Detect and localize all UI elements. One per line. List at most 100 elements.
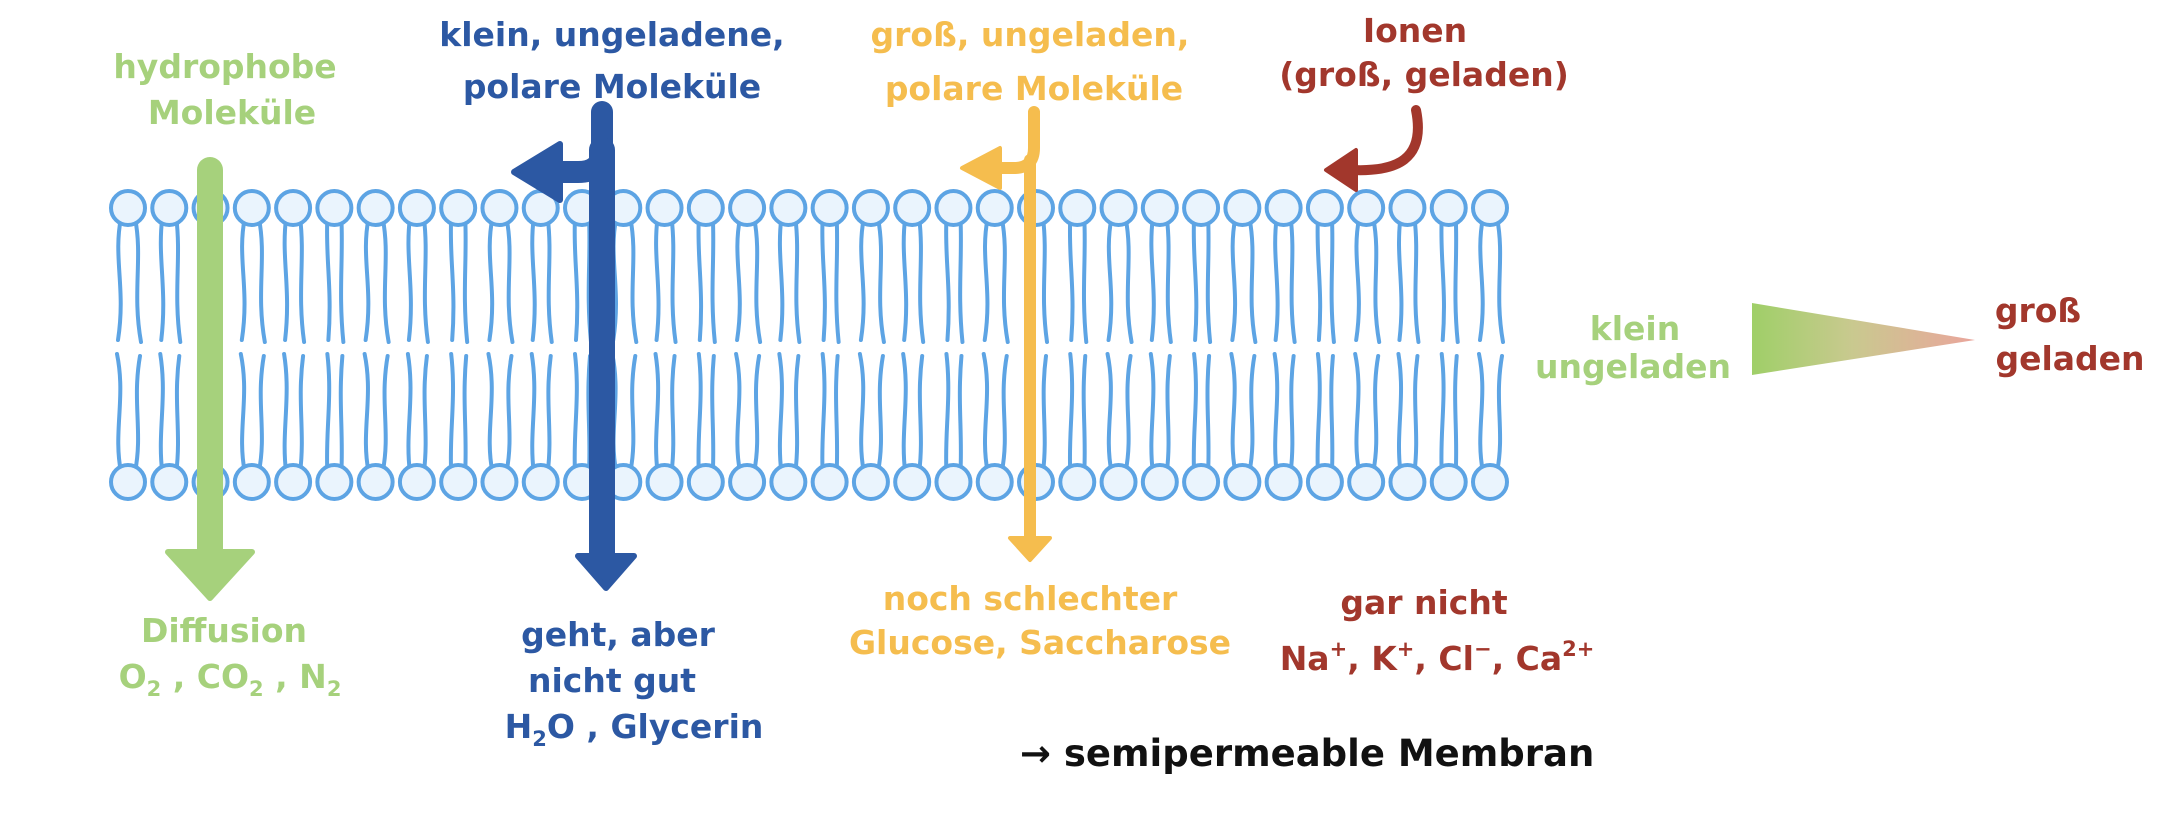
geht-label-line1: geht, aber xyxy=(521,615,716,654)
lipid-head xyxy=(1058,463,1097,501)
lipid-tail xyxy=(999,216,1010,344)
lipid-tail xyxy=(857,352,866,474)
lipid-tail xyxy=(1396,352,1404,474)
hydrophobe-label-line2: Moleküle xyxy=(148,93,316,132)
lipid-head xyxy=(480,463,519,501)
ionen-label-line2: (groß, geladen) xyxy=(1279,55,1569,94)
lipid-head xyxy=(1305,189,1344,227)
lipid-tail xyxy=(820,216,827,342)
lipid-head xyxy=(810,463,849,501)
lipid-tail xyxy=(1106,216,1114,342)
lipid-tail xyxy=(1439,216,1446,342)
lipid-tail xyxy=(628,216,639,344)
lipid-tail xyxy=(1477,352,1485,474)
lipid-head xyxy=(1140,463,1179,501)
lipid-tail xyxy=(448,216,456,342)
lipid-tail xyxy=(1412,354,1420,474)
lipid-tail xyxy=(406,216,413,342)
lipid-head xyxy=(728,463,767,501)
lipid-tail xyxy=(530,216,537,342)
lipid-tail xyxy=(917,216,926,344)
lipid-tail xyxy=(256,354,266,474)
lipid-tail xyxy=(654,216,661,342)
lipid-tail xyxy=(696,216,704,342)
lipid-tail xyxy=(572,352,579,474)
lipid-tail xyxy=(298,354,306,474)
lipid-tail xyxy=(380,216,391,344)
lipid-tail xyxy=(1230,216,1238,342)
lipid-tail xyxy=(944,216,951,342)
ionen-label-line1: Ionen xyxy=(1363,11,1467,50)
lipid-tail xyxy=(1412,216,1421,344)
lipid-tail xyxy=(1041,354,1048,474)
lipid-tail xyxy=(1315,352,1322,474)
lipid-tail xyxy=(1439,352,1446,474)
legend-klein: klein xyxy=(1590,309,1680,348)
lipid-head xyxy=(851,189,890,227)
lipid-tail xyxy=(339,216,346,344)
lipid-head xyxy=(1347,463,1386,501)
lipid-tail xyxy=(752,354,762,474)
lipid-tail xyxy=(362,352,371,474)
lipid-tail xyxy=(958,216,965,344)
lipid-head xyxy=(1264,463,1303,501)
lipid-head xyxy=(893,463,932,501)
green-arrow-icon xyxy=(165,157,255,601)
lipid-tail xyxy=(669,354,677,474)
lipid-tail xyxy=(239,216,247,342)
lipid-tail xyxy=(628,354,638,474)
lipid-heads-bottom xyxy=(109,463,1509,501)
hydrophobe-label-line1: hydrophobe xyxy=(113,47,336,86)
lipid-tail xyxy=(1191,352,1198,474)
lipid-tail xyxy=(325,352,332,474)
lipid-tail xyxy=(1191,216,1199,342)
lipid-tail xyxy=(448,352,456,474)
lipid-head xyxy=(810,189,849,227)
lipid-tail xyxy=(917,354,925,474)
lipid-tail xyxy=(133,354,142,474)
lipid-tails-bottom xyxy=(115,352,1504,474)
lipid-tail xyxy=(256,216,267,344)
lipid-tail xyxy=(669,216,678,344)
lipid-tail xyxy=(982,216,990,342)
lipid-tail xyxy=(999,354,1009,474)
lipid-head xyxy=(315,189,354,227)
lipid-tail xyxy=(1354,216,1362,342)
lipid-head xyxy=(315,463,354,501)
lipid-tail xyxy=(901,352,908,474)
lipid-head xyxy=(1347,189,1386,227)
blue-arrow-icon xyxy=(511,101,637,591)
lipid-head xyxy=(1223,463,1262,501)
lipid-tail xyxy=(957,354,964,474)
legend-gross: groß xyxy=(1995,291,2081,330)
lipid-tail xyxy=(1229,352,1238,474)
wedge-gradient-icon xyxy=(1752,303,1975,375)
lipid-head xyxy=(893,189,932,227)
lipid-tail xyxy=(710,216,717,344)
lipid-head xyxy=(1471,463,1509,501)
gar-ions: Na+, K+, Cl−, Ca2+ xyxy=(1280,637,1595,678)
lipid-tail xyxy=(777,216,785,342)
lipid-tail xyxy=(1067,352,1075,474)
lipid-tail xyxy=(545,354,553,474)
lipid-tail xyxy=(1123,354,1133,474)
lipid-tail xyxy=(901,216,909,342)
lipid-head xyxy=(1182,189,1221,227)
lipid-tail xyxy=(363,216,371,342)
lipid-tail xyxy=(1288,216,1297,344)
lipid-tail xyxy=(944,352,951,474)
gross-polar-label-line1: groß, ungeladen, xyxy=(871,15,1190,54)
lipid-tail xyxy=(116,216,123,342)
lipid-tail xyxy=(1288,354,1296,474)
lipid-tail xyxy=(325,216,332,342)
noch-label-line2: Glucose, Saccharose xyxy=(849,623,1231,662)
lipid-head xyxy=(1140,189,1179,227)
lipid-head xyxy=(1182,463,1221,501)
lipid-head xyxy=(1099,189,1138,227)
lipid-tail xyxy=(1478,216,1485,342)
lipid-tail xyxy=(1397,216,1404,342)
conclusion-label: → semipermeable Membran xyxy=(1020,732,1594,775)
lipid-tail xyxy=(981,352,990,474)
lipid-head xyxy=(232,189,271,227)
